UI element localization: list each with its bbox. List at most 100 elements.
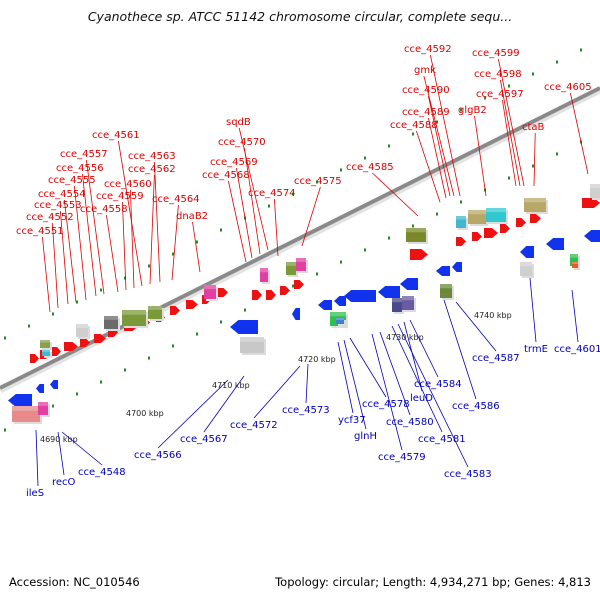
annotation-feature-box [148,306,162,319]
reverse-gene-arrow [292,308,300,320]
forward-gene-label: dnaB2 [176,211,208,222]
forward-label-leader [372,172,419,217]
forward-label-leader [171,204,179,281]
reverse-label-leader [305,363,309,404]
forward-gene-label: cce_4557 [60,149,108,160]
forward-gene-label: cce_4605 [544,82,592,93]
reverse-gene-arrow [378,286,400,298]
forward-gene-arrow [410,249,428,260]
forward-label-leader [428,117,447,199]
tick-mark-forward [28,324,30,328]
annotation-feature-box-highlight [402,296,414,301]
reverse-gene-label: cce_4566 [134,450,182,461]
annotation-feature-box [520,262,532,276]
annotation-feature-box-highlight [524,198,546,203]
forward-gene-label: cce_4556 [56,163,104,174]
forward-gene-label: cce_4555 [48,175,96,186]
tick-mark-reverse [100,380,102,384]
tick-mark-reverse [460,200,462,204]
annotation-feature-box [240,337,264,353]
annotation-feature-box-highlight [286,262,296,266]
forward-label-leader [238,127,269,251]
forward-label-leader [82,173,97,297]
reverse-gene-label: cce_4548 [78,467,126,478]
forward-gene-arrow [266,290,276,300]
tick-mark-forward [268,204,270,208]
topology-summary: Topology: circular; Length: 4,934,271 bp… [275,575,591,589]
reverse-gene-arrow [584,230,600,242]
tick-mark-forward [220,228,222,232]
annotation-feature-box-highlight [392,298,402,303]
tick-mark-forward [124,276,126,280]
reverse-label-leader [397,323,469,468]
forward-label-leader [498,58,525,187]
annotation-feature-box-highlight [520,262,532,267]
forward-label-leader [74,185,87,301]
forward-gene-label: cce_4558 [80,204,128,215]
tick-mark-reverse [52,404,54,408]
annotation-feature-box [42,350,50,356]
tick-mark-forward [508,84,510,88]
forward-label-leader [474,115,487,197]
forward-label-leader [236,167,253,259]
forward-gene-label: cce_4560 [104,179,152,190]
forward-label-leader [192,221,201,273]
annotation-feature-box-highlight [42,350,50,352]
tick-mark-reverse [556,152,558,156]
forward-gene-label: cce_4559 [96,191,144,202]
annotation-feature-box [104,316,118,329]
annotation-feature-box-highlight [406,228,426,233]
forward-gene-label: cce_4588 [390,120,438,131]
forward-label-leader [86,159,105,295]
annotation-feature-box [572,262,578,268]
forward-gene-arrow [582,198,600,208]
tick-mark-forward [484,96,486,100]
reverse-gene-label: glnH [354,431,377,442]
annotation-feature-box [122,310,146,326]
forward-label-leader [64,199,77,303]
forward-gene-arrow [530,214,541,223]
tick-mark-reverse [220,320,222,324]
reverse-gene-arrow [8,394,32,407]
tick-mark-reverse [4,428,6,432]
forward-label-leader [228,180,247,263]
forward-gene-arrow [80,338,90,347]
forward-label-leader [416,130,441,203]
tick-mark-reverse [436,212,438,216]
reverse-label-leader [443,299,477,400]
page-title: Cyanothece sp. ATCC 51142 chromosome cir… [87,9,513,24]
tick-mark-forward [76,300,78,304]
tick-mark-forward [436,120,438,124]
forward-gene-arrow [64,342,78,351]
forward-gene-label: cce_4598 [474,69,522,80]
reverse-label-leader [349,337,387,398]
reverse-gene-label: cce_4601 [554,344,600,355]
annotation-feature-box [204,285,216,299]
annotation-feature-box-highlight [456,216,466,220]
forward-gene-arrow [294,280,304,289]
forward-label-leader [428,95,451,197]
forward-gene-label: cce_4568 [202,170,250,181]
reverse-gene-label: cce_4567 [180,434,228,445]
forward-label-leader [570,92,589,175]
kbp-label: 4740 kbp [474,311,512,320]
forward-gene-label: cce_4574 [248,188,296,199]
annotation-feature-box-highlight [12,406,40,411]
reverse-label-leader [157,379,229,449]
tick-mark-forward [316,180,318,184]
annotation-feature-box [336,318,344,324]
reverse-gene-arrow [230,320,258,334]
forward-gene-label: cce_4563 [128,151,176,162]
forward-gene-label: cce_4554 [38,189,86,200]
tick-mark-reverse [148,356,150,360]
forward-label-leader [52,222,59,309]
annotation-feature-box-highlight [440,284,452,289]
reverse-gene-arrow [400,278,418,290]
annotation-feature-box-highlight [240,337,264,342]
reverse-gene-arrow [452,262,462,272]
reverse-gene-label: cce_4572 [230,420,278,431]
forward-gene-label: cce_4553 [34,200,82,211]
